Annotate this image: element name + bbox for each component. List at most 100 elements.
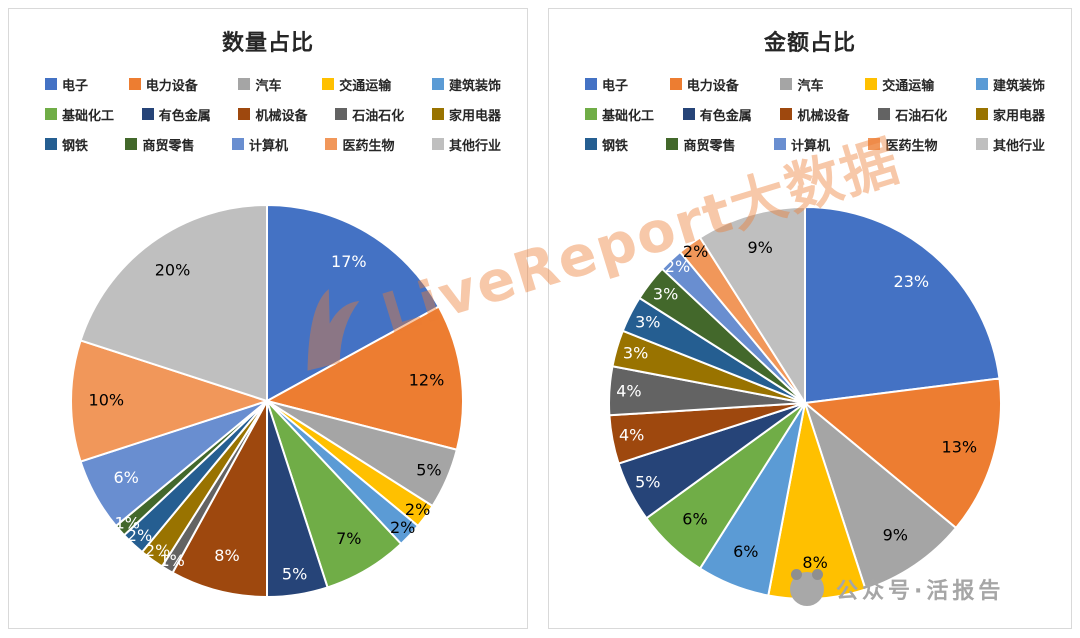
pie-slice-电子 <box>266 204 440 402</box>
legend-item-交通运输: 交通运输 <box>865 75 934 94</box>
legend-item-商贸零售: 商贸零售 <box>666 135 736 154</box>
legend-label: 计算机 <box>248 138 288 154</box>
legend-label: 交通运输 <box>339 78 392 94</box>
legend-item-汽车: 汽车 <box>780 75 823 94</box>
legend-label: 基础化工 <box>62 108 115 124</box>
legend-item-石油石化: 石油石化 <box>878 105 947 124</box>
legend-swatch <box>585 108 597 120</box>
pie-label-电子: 23% <box>894 272 930 291</box>
pie-label-家用电器: 2% <box>145 541 170 560</box>
pie-label-其他行业: 9% <box>748 238 773 257</box>
pie-slice-建筑装饰 <box>698 402 806 597</box>
pie-label-汽车: 5% <box>416 461 441 480</box>
legend-swatch <box>238 78 251 90</box>
legend-item-建筑装饰: 建筑装饰 <box>975 75 1045 94</box>
legend-label: 机械设备 <box>255 108 308 124</box>
legend-label: 家用电器 <box>992 108 1045 124</box>
legend-item-交通运输: 交通运输 <box>322 75 391 94</box>
pie-slice-计算机 <box>79 400 268 527</box>
pie-label-其他行业: 20% <box>155 261 191 280</box>
wechat-account-name: 公众号·活报告 <box>836 579 1005 604</box>
legend-swatch <box>45 78 57 90</box>
legend-label: 商贸零售 <box>683 138 736 154</box>
legend-label: 石油石化 <box>352 108 405 124</box>
pie-slice-钢铁 <box>621 296 806 404</box>
pie-slice-汽车 <box>266 400 458 508</box>
pie-slice-建筑装饰 <box>266 400 420 545</box>
legend-item-电力设备: 电力设备 <box>128 75 198 94</box>
legend-item-其他行业: 其他行业 <box>431 135 501 154</box>
legend-row: 基础化工 有色金属 机械设备 石油石化 家用电器 <box>45 99 501 129</box>
legend-item-医药生物: 医药生物 <box>325 135 394 154</box>
legend-swatch <box>975 138 988 150</box>
legend-label: 计算机 <box>790 138 830 154</box>
legend-item-医药生物: 医药生物 <box>868 135 937 154</box>
legend-swatch <box>335 108 348 120</box>
pie-slice-机械设备 <box>608 402 806 465</box>
legend-swatch <box>125 138 138 150</box>
legend-item-电力设备: 电力设备 <box>669 75 739 94</box>
pie-slice-计算机 <box>661 250 806 404</box>
legend-swatch <box>322 78 335 90</box>
legend-item-计算机: 计算机 <box>773 135 830 154</box>
legend-swatch <box>975 78 988 90</box>
pie-label-石油石化: 4% <box>616 381 641 400</box>
legend-label: 医药生物 <box>885 138 938 154</box>
legend-row: 钢铁 商贸零售 计算机 医药生物 其他行业 <box>585 129 1045 159</box>
legend-row: 电子 电力设备 汽车 交通运输 建筑装饰 <box>45 69 501 99</box>
pie-slice-石油石化 <box>608 365 806 417</box>
legend-item-建筑装饰: 建筑装饰 <box>431 75 501 94</box>
legend-swatch <box>669 78 682 90</box>
pie-slice-电子 <box>804 206 1001 404</box>
pie-label-建筑装饰: 2% <box>390 518 415 537</box>
legend-swatch <box>666 138 679 150</box>
legend-swatch <box>231 138 244 150</box>
legend-item-家用电器: 家用电器 <box>975 105 1045 124</box>
pie-slice-电力设备 <box>266 305 464 451</box>
legend-label: 医药生物 <box>342 138 395 154</box>
legend-item-家用电器: 家用电器 <box>431 105 501 124</box>
legend-item-有色金属: 有色金属 <box>682 105 752 124</box>
legend-item-有色金属: 有色金属 <box>141 105 211 124</box>
pie-label-汽车: 9% <box>883 525 908 544</box>
legend-label: 石油石化 <box>895 108 948 124</box>
legend-item-机械设备: 机械设备 <box>780 105 849 124</box>
pie-label-医药生物: 10% <box>89 391 125 410</box>
pie-label-机械设备: 8% <box>214 546 239 565</box>
legend-swatch <box>45 138 57 150</box>
pie-slice-其他行业 <box>698 206 806 404</box>
legend-item-石油石化: 石油石化 <box>335 105 404 124</box>
legend-swatch <box>431 108 444 120</box>
pie-label-有色金属: 5% <box>282 565 307 584</box>
legend-row: 基础化工 有色金属 机械设备 石油石化 家用电器 <box>585 99 1045 129</box>
pie-label-家用电器: 3% <box>623 343 648 362</box>
pie-label-电子: 17% <box>331 252 367 271</box>
legend-label: 有色金属 <box>158 108 211 124</box>
pie-slice-商贸零售 <box>638 267 806 404</box>
legend-row: 钢铁 商贸零售 计算机 医药生物 其他行业 <box>45 129 501 159</box>
pie-slice-钢铁 <box>123 400 268 554</box>
wechat-account-badge: 公众号·活报告 <box>790 569 1005 606</box>
legend-swatch <box>45 108 57 120</box>
legend-swatch <box>865 78 878 90</box>
pie-slice-机械设备 <box>171 400 268 598</box>
pie-slice-石油石化 <box>160 400 268 574</box>
legend-swatch <box>325 138 338 150</box>
legend-label: 其他行业 <box>992 138 1045 154</box>
pie-label-基础化工: 6% <box>682 510 707 529</box>
legend-swatch <box>868 138 881 150</box>
legend-item-钢铁: 钢铁 <box>45 135 88 154</box>
pie-slice-有色金属 <box>617 402 806 520</box>
legend-label: 基础化工 <box>602 108 655 124</box>
legend-swatch <box>878 108 891 120</box>
legend-item-商贸零售: 商贸零售 <box>125 135 195 154</box>
pie-label-有色金属: 5% <box>635 473 660 492</box>
legend-swatch <box>431 78 444 90</box>
pie-slice-其他行业 <box>79 204 268 402</box>
legend-swatch <box>682 108 695 120</box>
legend-item-汽车: 汽车 <box>238 75 281 94</box>
chart-title-quantity: 数量占比 <box>221 31 314 56</box>
legend-swatch <box>128 78 141 90</box>
legend-item-电子: 电子 <box>45 75 88 94</box>
pie-slice-基础化工 <box>266 400 403 589</box>
